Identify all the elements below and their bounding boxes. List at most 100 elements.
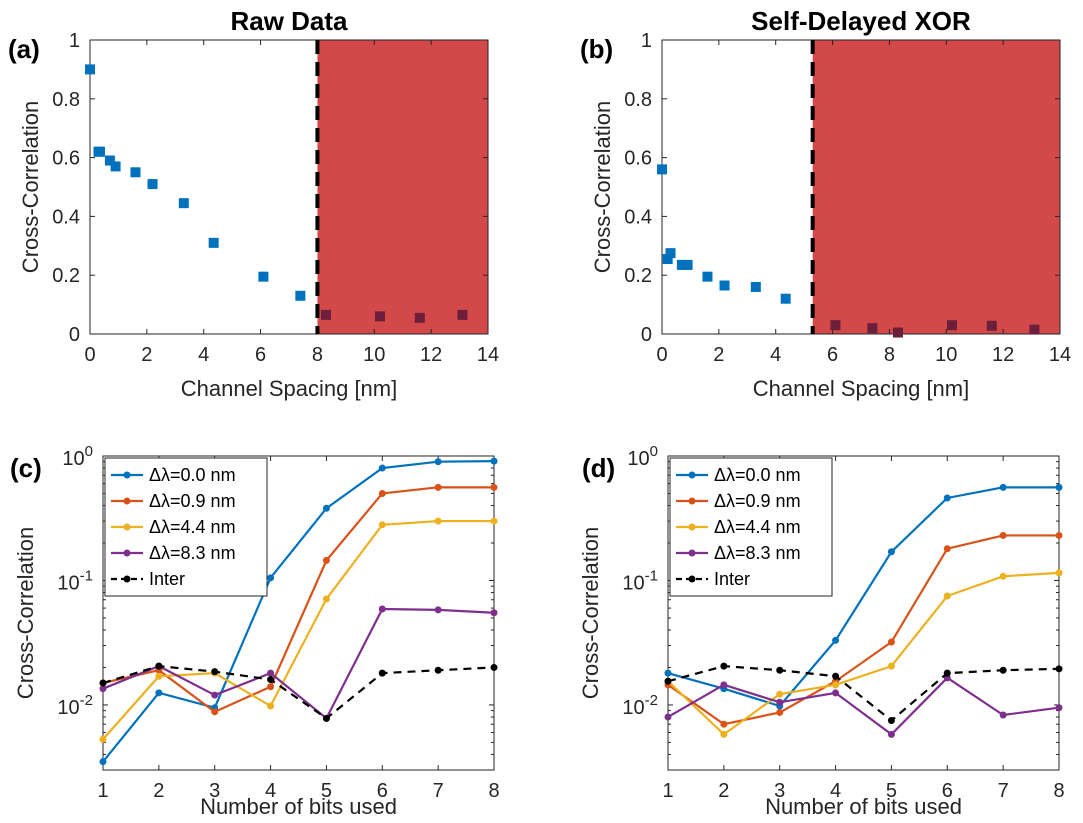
series-point (99, 679, 107, 687)
legend-label: Δλ=4.4 nm (149, 517, 236, 537)
x-tick-label: 3 (209, 780, 220, 802)
series-point (943, 545, 951, 553)
series-point (999, 711, 1007, 719)
series-line (102, 607, 495, 721)
y-tick-exponent: -2 (80, 692, 93, 709)
panel-a: Raw Data (a) 0 2 4 6 8 10 12 14 0 0.2 0.4 0.6 0.8 1 Chan… (8, 6, 499, 401)
series-point (267, 702, 275, 710)
y-tick-label: 10-1 (57, 567, 93, 594)
series-point (999, 572, 1007, 580)
y-tick-label: 0.8 (52, 89, 80, 111)
data-point (676, 259, 687, 270)
legend-swatch-marker (688, 497, 696, 505)
y-tick-exponent: -1 (645, 567, 658, 584)
x-tick-label: 1 (97, 780, 108, 802)
series-point (720, 730, 728, 738)
data-point (94, 146, 105, 157)
data-point (702, 271, 713, 282)
series-point (267, 683, 275, 691)
x-tick-label: 0 (656, 344, 667, 366)
series-point (943, 592, 951, 600)
series-line (667, 571, 1060, 736)
x-tick-label: 6 (942, 780, 953, 802)
series-point (1055, 704, 1063, 712)
series-point (378, 605, 386, 613)
plot-frame (661, 39, 1061, 335)
series-line (102, 486, 494, 714)
legend-swatch-marker (688, 523, 696, 531)
series-point (322, 556, 330, 564)
series-point (490, 457, 498, 465)
series-point (322, 504, 330, 512)
legend-label: Δλ=0.9 nm (149, 491, 236, 511)
series-point (1055, 569, 1063, 577)
series-point (887, 638, 895, 646)
series-point (211, 668, 219, 676)
x-tick-label: 2 (153, 780, 164, 802)
legend-label: Δλ=0.0 nm (714, 465, 801, 485)
data-point (892, 327, 903, 338)
series-point (1055, 483, 1063, 491)
series-point (211, 691, 219, 699)
series-point (434, 517, 442, 525)
y-tick-exponent: 0 (85, 443, 93, 460)
data-point (682, 259, 693, 270)
y-tick-base: 10 (622, 572, 644, 594)
series-point (490, 663, 498, 671)
x-tick-label: 4 (265, 780, 276, 802)
y-tick-label: 0.4 (624, 206, 652, 228)
series-line (102, 665, 495, 720)
x-tick-label: 12 (420, 344, 442, 366)
data-point (867, 323, 878, 334)
data-point (104, 155, 115, 166)
data-point (457, 309, 468, 320)
legend-label: Inter (714, 569, 750, 589)
x-tick-label: 6 (255, 344, 266, 366)
data-point (208, 237, 219, 248)
y-tick-label: 1 (69, 30, 80, 52)
series-point (776, 690, 784, 698)
series-point (832, 636, 840, 644)
y-tick-label: 0.6 (52, 148, 80, 170)
series-point (490, 483, 498, 491)
panel-b: Self-Delayed XOR (b) 0 2 4 6 8 10 12 14 0 0.2 0.4 0.6… (580, 6, 1071, 401)
series-point (999, 531, 1007, 539)
y-tick-label: 0.8 (624, 89, 652, 111)
x-axis-label: Number of bits used (765, 794, 962, 819)
x-tick-label: 2 (718, 780, 729, 802)
data-point (295, 290, 306, 301)
series-point (943, 669, 951, 677)
x-tick-label: 3 (774, 780, 785, 802)
y-tick-exponent: 0 (650, 443, 658, 460)
legend-swatch-marker (123, 523, 131, 531)
legend-label: Δλ=0.0 nm (149, 465, 236, 485)
chart-title: Self-Delayed XOR (751, 6, 971, 36)
data-point (110, 161, 121, 172)
series-point (776, 698, 784, 706)
series-line (667, 676, 1060, 736)
series-point (155, 672, 163, 680)
legend-swatch-marker (123, 549, 131, 557)
x-tick-label: 8 (884, 344, 895, 366)
y-tick-base: 10 (622, 697, 644, 719)
data-point (986, 320, 997, 331)
series-point (378, 669, 386, 677)
y-tick-label: 1 (641, 30, 652, 52)
x-tick-label: 1 (662, 780, 673, 802)
series-point (490, 517, 498, 525)
series-point (832, 689, 840, 697)
series-point (378, 489, 386, 497)
y-tick-label: 0.6 (624, 148, 652, 170)
y-tick-exponent: -2 (645, 692, 658, 709)
data-point (130, 167, 141, 178)
legend-label: Inter (149, 569, 185, 589)
x-tick-label: 2 (713, 344, 724, 366)
series-point (887, 730, 895, 738)
series-point (999, 483, 1007, 491)
series-point (887, 716, 895, 724)
series-point (434, 666, 442, 674)
x-tick-label: 10 (363, 344, 385, 366)
y-tick-label: 0.2 (624, 265, 652, 287)
x-tick-label: 14 (477, 344, 499, 366)
series-point (267, 574, 275, 582)
